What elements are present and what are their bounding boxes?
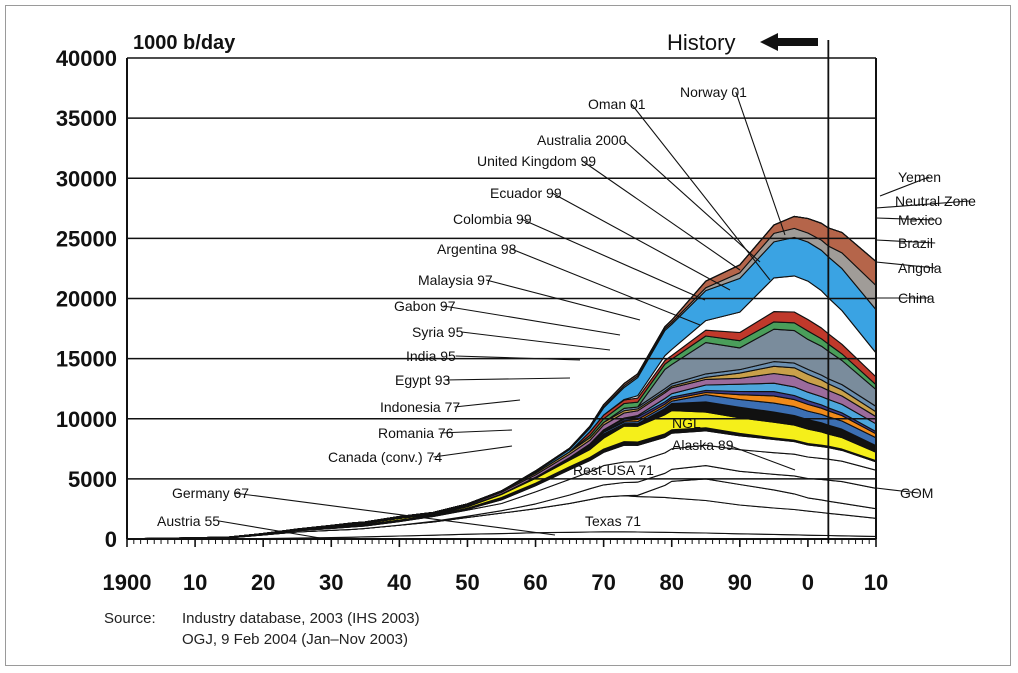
series-label-colombia-99: Colombia 99 (453, 211, 532, 227)
leader-mexico (875, 217, 936, 221)
leader-norway-01 (735, 91, 786, 236)
leader-india-95 (455, 355, 581, 361)
leader-malaysia-97 (486, 279, 641, 321)
leader-germany-67 (233, 492, 556, 536)
axis-ticks: 0 5000 10000 15000 20000 25000 30000 35000 40000… (56, 46, 888, 595)
x-tick-label-1960: 60 (523, 570, 547, 595)
series-label-indonesia-77: Indonesia 77 (380, 399, 460, 415)
leader-brazil (875, 239, 936, 244)
y-tick-label-35000: 35000 (56, 106, 117, 131)
leader-australia-2000 (623, 139, 761, 263)
leader-argentina-98 (511, 248, 701, 326)
leader-gom (875, 487, 919, 494)
y-tick-label-5000: 5000 (68, 467, 117, 492)
series-label-austria-55: Austria 55 (157, 513, 220, 529)
x-tick-label-1900: 1900 (103, 570, 152, 595)
x-tick-label-1930: 30 (319, 570, 343, 595)
unit-label: 1000 b/day (133, 32, 236, 54)
leader-colombia-99 (520, 218, 706, 301)
x-tick-label-1980: 80 (659, 570, 683, 595)
leader-ecuador-99 (551, 192, 731, 291)
series-label-yemen: Yemen (898, 169, 941, 185)
series-label-alaska-89: Alaska 89 (672, 437, 734, 453)
series-label-texas-71: Texas 71 (585, 513, 641, 529)
x-tick-label-2010: 10 (864, 570, 888, 595)
series-label-malaysia-97: Malaysia 97 (418, 272, 493, 288)
y-tick-label-20000: 20000 (56, 287, 117, 312)
series-label-rest-usa-71: Rest-USA 71 (573, 462, 654, 478)
leader-indonesia-77 (454, 399, 521, 408)
x-tick-label-1910: 10 (183, 570, 207, 595)
series-label-syria-95: Syria 95 (412, 324, 464, 340)
leader-romania-76 (439, 429, 513, 434)
leader-yemen (879, 176, 930, 197)
y-tick-label-10000: 10000 (56, 407, 117, 432)
series-label-gabon-97: Gabon 97 (394, 298, 456, 314)
series-label-neutral-zone: Neutral Zone (895, 193, 976, 209)
leader-angola (875, 261, 936, 269)
y-tick-label-15000: 15000 (56, 347, 117, 372)
y-tick-label-25000: 25000 (56, 226, 117, 251)
series-label-canada-conv-74: Canada (conv.) 74 (328, 449, 442, 465)
x-tick-label-1950: 50 (455, 570, 479, 595)
series-labels: Austria 55 Germany 67 Texas 71 Rest-USA 71 C… (157, 84, 976, 539)
x-tick-label-2000: 0 (802, 570, 814, 595)
series-label-china: China (898, 290, 935, 306)
leader-neutral-zone (875, 200, 970, 209)
leader-oman-01 (630, 103, 771, 281)
x-tick-label-1940: 40 (387, 570, 411, 595)
leader-syria-95 (461, 331, 611, 351)
series-label-oman-01: Oman 01 (588, 96, 646, 112)
series-label-australia-2000: Australia 2000 (537, 132, 627, 148)
x-tick-label-1920: 20 (251, 570, 275, 595)
series-label-united-kingdom-99: United Kingdom 99 (477, 153, 596, 169)
leader-united-kingdom-99 (582, 160, 741, 271)
x-tick-label-1970: 70 (591, 570, 615, 595)
y-tick-label-0: 0 (105, 527, 117, 552)
history-label: History (667, 30, 735, 55)
series-label-brazil: Brazil (898, 235, 933, 251)
series-label-ngl: NGL (672, 415, 701, 431)
source-line-2: OGJ, 9 Feb 2004 (Jan–Nov 2003) (182, 631, 408, 648)
history-arrow-icon (760, 33, 818, 51)
series-label-india-95: India 95 (406, 348, 456, 364)
leader-austria-55 (218, 520, 321, 539)
source-label: Source: (104, 610, 156, 627)
leader-gabon-97 (443, 305, 621, 336)
series-label-norway-01: Norway 01 (680, 84, 747, 100)
leader-egypt-93 (444, 377, 571, 381)
series-label-romania-76: Romania 76 (378, 425, 454, 441)
series-label-germany-67: Germany 67 (172, 485, 249, 501)
series-label-egypt-93: Egypt 93 (395, 372, 450, 388)
series-label-mexico: Mexico (898, 212, 943, 228)
series-label-angola: Angola (898, 260, 942, 276)
y-tick-label-30000: 30000 (56, 166, 117, 191)
source-line-1: Industry database, 2003 (IHS 2003) (182, 610, 420, 627)
y-tick-label-40000: 40000 (56, 46, 117, 71)
leader-canada-conv-74 (433, 445, 513, 458)
x-tick-label-1990: 90 (728, 570, 752, 595)
leader-alaska-89 (727, 444, 796, 471)
series-label-gom: GOM (900, 485, 933, 501)
series-label-argentina-98: Argentina 98 (437, 241, 517, 257)
series-label-ecuador-99: Ecuador 99 (490, 185, 562, 201)
